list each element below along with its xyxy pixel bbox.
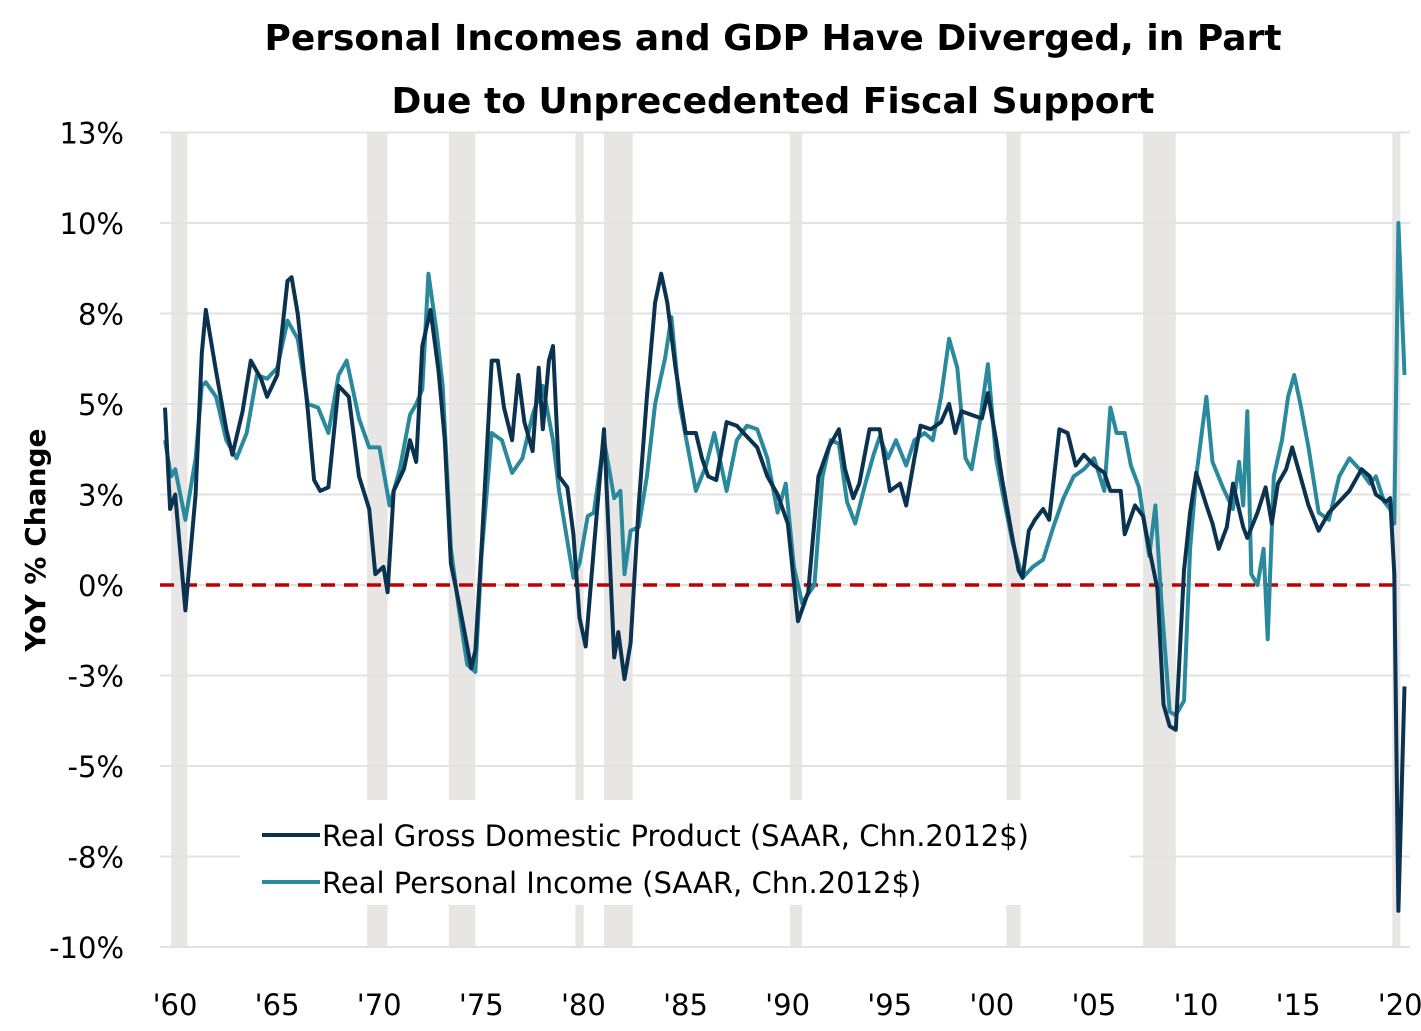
x-tick-label: '85 bbox=[663, 988, 708, 1022]
recession-bar bbox=[1392, 133, 1401, 948]
y-tick-label: 13% bbox=[60, 117, 124, 151]
x-tick-label: '95 bbox=[867, 988, 912, 1022]
y-tick-label: -3% bbox=[68, 660, 124, 694]
x-tick-label: '15 bbox=[1276, 988, 1321, 1022]
y-tick-label: 0% bbox=[78, 569, 124, 603]
x-tick-label: '80 bbox=[561, 988, 606, 1022]
y-tick-label: 8% bbox=[78, 298, 124, 332]
chart-title-line-1: Personal Incomes and GDP Have Diverged, … bbox=[264, 18, 1281, 59]
recession-bar bbox=[367, 133, 388, 948]
x-tick-label: '00 bbox=[969, 988, 1014, 1022]
chart-title-line-2: Due to Unprecedented Fiscal Support bbox=[392, 81, 1155, 122]
y-tick-label: -5% bbox=[68, 750, 124, 784]
x-tick-label: '75 bbox=[459, 988, 504, 1022]
y-tick-label: -10% bbox=[49, 931, 124, 965]
x-tick-label: '05 bbox=[1071, 988, 1116, 1022]
recession-bar bbox=[789, 133, 803, 948]
series-lines bbox=[163, 221, 1407, 913]
recession-bar bbox=[575, 133, 584, 948]
x-axis-ticks: '60 '65 '70 '75 '80 '85 '90 '95 '00 '05 '10 '15 '20 bbox=[153, 988, 1421, 1022]
y-tick-label: -8% bbox=[68, 841, 124, 875]
series-line-gdp bbox=[163, 271, 1407, 913]
series-line-personal-income bbox=[163, 221, 1407, 718]
y-tick-label: 10% bbox=[60, 207, 124, 241]
y-axis-label: YoY % Change bbox=[19, 428, 52, 652]
y-axis-ticks: 13% 10% 8% 5% 3% 0% -3% -5% -8% -10% bbox=[49, 117, 124, 966]
x-tick-label: '60 bbox=[153, 988, 198, 1022]
legend: Real Gross Domestic Product (SAAR, Chn.2… bbox=[262, 819, 1029, 900]
legend-label-gdp: Real Gross Domestic Product (SAAR, Chn.2… bbox=[322, 819, 1029, 853]
x-tick-label: '70 bbox=[357, 988, 402, 1022]
legend-label-income: Real Personal Income (SAAR, Chn.2012$) bbox=[322, 866, 921, 900]
x-tick-label: '90 bbox=[765, 988, 810, 1022]
x-tick-label: '65 bbox=[255, 988, 300, 1022]
x-tick-label: '10 bbox=[1174, 988, 1219, 1022]
y-tick-label: 5% bbox=[78, 388, 124, 422]
x-tick-label: '20 bbox=[1378, 988, 1421, 1022]
y-tick-label: 3% bbox=[78, 479, 124, 513]
legend-background bbox=[240, 800, 1130, 905]
